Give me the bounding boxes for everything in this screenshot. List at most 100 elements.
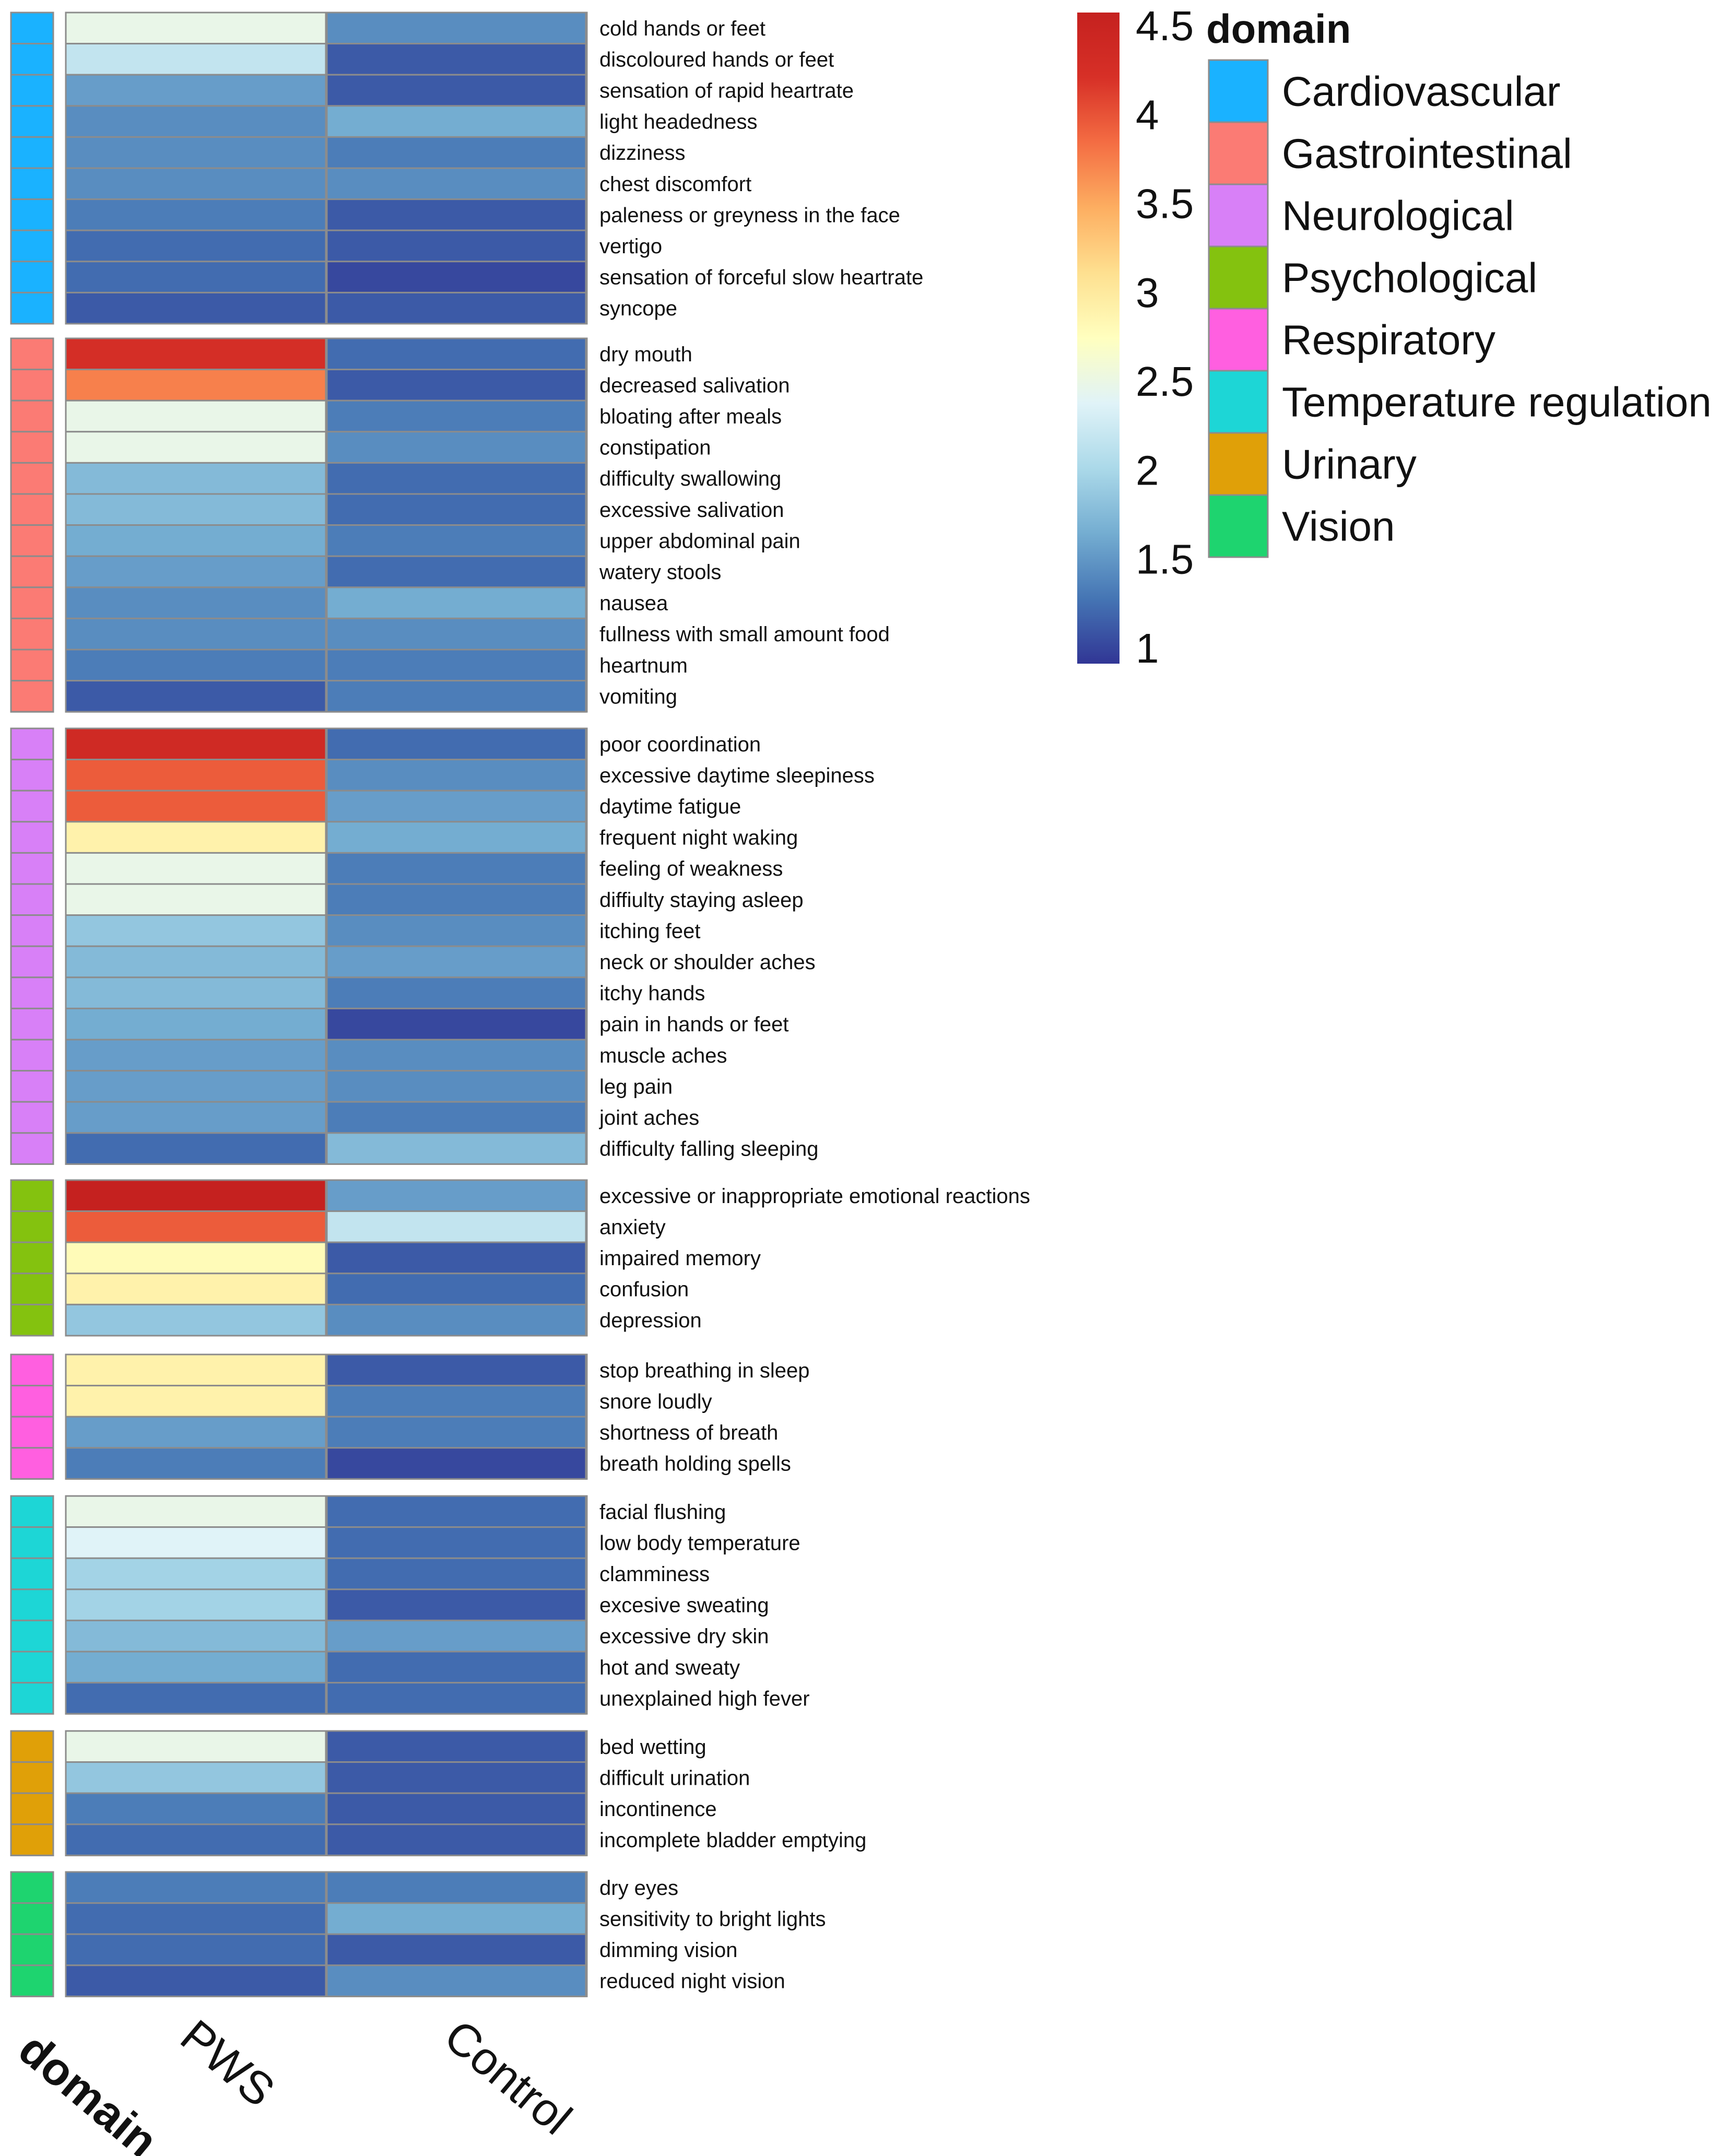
heatmap-cell-pws <box>65 945 327 979</box>
domain-annotation-border <box>10 1353 54 1480</box>
heatmap-cell-control <box>326 976 588 1009</box>
heatmap-cell-pws <box>65 1241 327 1275</box>
heatmap-group-border <box>65 1871 587 1997</box>
heatmap-group-border <box>65 11 587 325</box>
row-label: pain in hands or feet <box>599 1013 788 1036</box>
heatmap-group-border <box>65 1495 587 1715</box>
heatmap-cell-pws <box>65 369 327 402</box>
heatmap-cell-control <box>326 136 588 169</box>
domain-annotation-cell <box>10 1007 54 1041</box>
domain-annotation-cell <box>10 914 54 947</box>
legend-swatch-psychological <box>1208 245 1269 310</box>
row-label: difficulty swallowing <box>599 467 781 490</box>
row-label: sensation of forceful slow heartrate <box>599 266 923 289</box>
domain-annotation-cell <box>10 617 54 651</box>
row-label: joint aches <box>599 1106 699 1129</box>
domain-annotation-cell <box>10 1273 54 1305</box>
group-gastrointestinal: dry mouth decreased salivation bloating af… <box>10 337 890 713</box>
heatmap-cell-control <box>326 1039 588 1072</box>
heatmap-cell-pws <box>65 1823 327 1856</box>
domain-legend: domain Cardiovascular Gastrointestinal Neur… <box>1206 6 1712 558</box>
heatmap-cell-control <box>326 1792 588 1825</box>
row-label: excesive sweating <box>599 1594 769 1617</box>
row-label: clamminess <box>599 1563 710 1586</box>
heatmap-cell-control <box>326 1902 588 1935</box>
heatmap-cell-pws <box>65 1682 327 1715</box>
heatmap-cell-pws <box>65 1447 327 1480</box>
heatmap-cell-control <box>326 1210 588 1243</box>
domain-annotation-border <box>10 1495 54 1715</box>
domain-annotation-cell <box>10 586 54 619</box>
domain-annotation-cell <box>10 945 54 979</box>
heatmap-cell-control <box>326 1007 588 1041</box>
domain-annotation-cell <box>10 1353 54 1387</box>
row-label: bloating after meals <box>599 405 782 428</box>
row-label: anxiety <box>599 1216 666 1239</box>
heatmap-cell-pws <box>65 1902 327 1935</box>
heatmap-cell-control <box>326 1964 588 1997</box>
heatmap-cell-control <box>326 790 588 823</box>
color-scale-tick-label: 2.5 <box>1136 358 1194 405</box>
heatmap-cell-pws <box>65 1495 327 1528</box>
heatmap-cell-pws <box>65 1792 327 1825</box>
heatmap-cell-control <box>326 1871 588 1904</box>
heatmap-cell-control <box>326 1557 588 1591</box>
heatmap-cell-control <box>326 1416 588 1449</box>
heatmap-cell-pws <box>65 291 327 325</box>
row-label: breath holding spells <box>599 1453 791 1476</box>
heatmap-cell-control <box>326 1682 588 1715</box>
domain-annotation-cell <box>10 1933 54 1966</box>
domain-annotation-cell <box>10 1964 54 1997</box>
domain-annotation-border <box>10 11 54 325</box>
heatmap-cell-pws <box>65 261 327 293</box>
heatmap-cell-control <box>326 821 588 854</box>
domain-annotation-cell <box>10 136 54 169</box>
domain-annotation-border <box>10 1730 54 1856</box>
heatmap-cell-control <box>326 1179 588 1212</box>
domain-annotation-cell <box>10 229 54 263</box>
domain-annotation-cell <box>10 1526 54 1559</box>
heatmap-cell-control <box>326 680 588 713</box>
heatmap-cell-pws <box>65 399 327 433</box>
group-vision: dry eyes sensitivity to bright lights dimm… <box>10 1871 826 1997</box>
heatmap-cell-control <box>326 883 588 916</box>
heatmap-cell-pws <box>65 1933 327 1966</box>
heatmap-cell-pws <box>65 883 327 916</box>
heatmap-cell-pws <box>65 43 327 76</box>
domain-annotation-cell <box>10 1039 54 1072</box>
heatmap-group-border <box>65 727 587 1165</box>
domain-annotation-cell <box>10 976 54 1009</box>
heatmap-cell-control <box>326 1933 588 1966</box>
heatmap-cell-pws <box>65 1039 327 1072</box>
row-label: itching feet <box>599 920 700 942</box>
heatmap-cell-pws <box>65 1101 327 1134</box>
domain-annotation-cell <box>10 680 54 713</box>
legend-swatch-temperature-regulation <box>1208 370 1269 434</box>
row-label: paleness or greyness in the face <box>599 204 900 227</box>
heatmap-cell-control <box>326 1761 588 1794</box>
domain-annotation-cell <box>10 852 54 885</box>
domain-annotation-cell <box>10 369 54 402</box>
row-label: excessive dry skin <box>599 1625 769 1648</box>
heatmap-cell-control <box>326 1447 588 1480</box>
heatmap-cell-control <box>326 1303 588 1337</box>
domain-annotation-cell <box>10 431 54 464</box>
heatmap-cell-pws <box>65 727 327 761</box>
row-label: fullness with small amount food <box>599 623 890 646</box>
domain-annotation-border <box>10 1179 54 1337</box>
domain-annotation-cell <box>10 1303 54 1337</box>
heatmap-cell-control <box>326 337 588 371</box>
row-label: leg pain <box>599 1075 673 1098</box>
heatmap-cell-pws <box>65 1761 327 1794</box>
heatmap-cell-pws <box>65 105 327 138</box>
heatmap-cell-control <box>326 1353 588 1387</box>
heatmap-cell-control <box>326 493 588 526</box>
domain-annotation-cell <box>10 337 54 371</box>
heatmap-cell-control <box>326 229 588 263</box>
domain-annotation-cell <box>10 74 54 107</box>
row-label: incomplete bladder emptying <box>599 1829 866 1852</box>
legend-swatch-respiratory <box>1208 308 1269 372</box>
color-scale-tick-label: 1 <box>1136 625 1159 671</box>
domain-annotation-cell <box>10 1495 54 1528</box>
